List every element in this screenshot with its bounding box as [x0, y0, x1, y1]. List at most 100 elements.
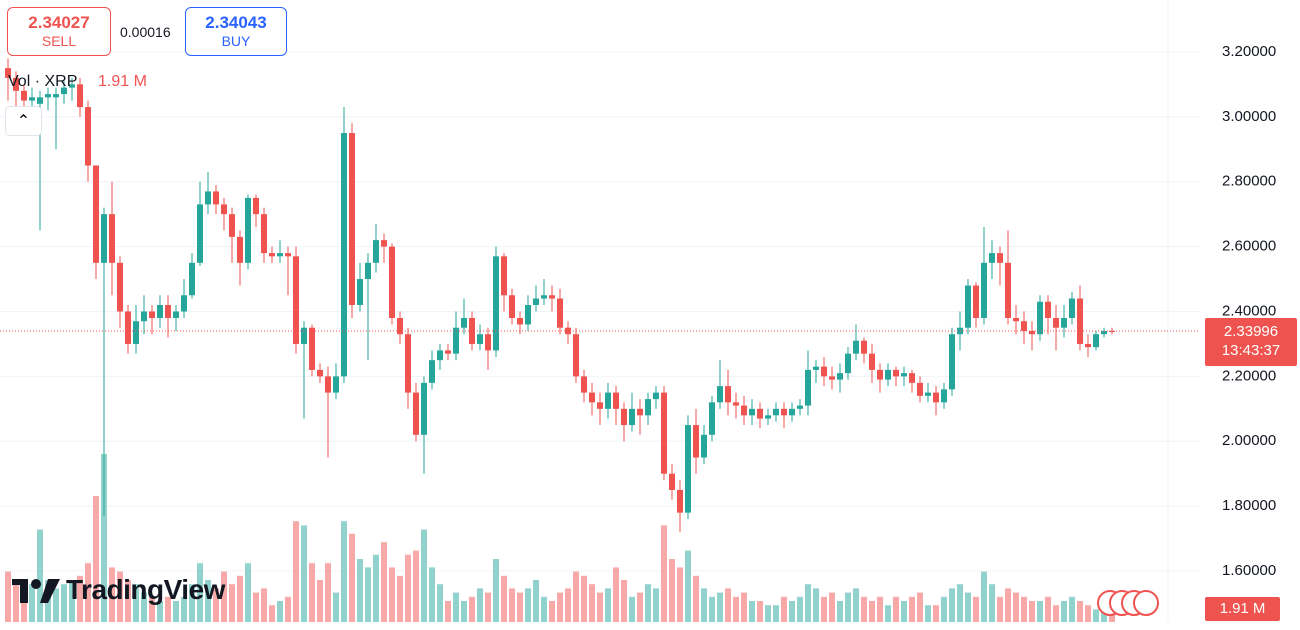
volume-bar — [725, 588, 731, 622]
candle-body — [925, 392, 931, 396]
volume-bar — [589, 584, 595, 622]
volume-bar — [269, 605, 275, 622]
volume-bar — [1045, 596, 1051, 622]
volume-bar — [981, 571, 987, 622]
volume-bar — [1077, 601, 1083, 622]
candle-body — [685, 425, 691, 513]
candle-body — [773, 408, 779, 416]
volume-bar — [317, 580, 323, 622]
volume-bar — [701, 588, 707, 622]
candle-body — [805, 369, 811, 406]
volume-bar — [61, 584, 67, 622]
sell-button[interactable]: 2.34027 SELL — [7, 7, 111, 56]
candle-body — [85, 107, 91, 166]
candle-body — [213, 191, 219, 205]
candle-body — [1005, 262, 1011, 318]
candle-body — [333, 376, 339, 393]
volume-bar — [669, 559, 675, 622]
candle-body — [261, 214, 267, 254]
candle-body — [173, 311, 179, 318]
volume-bar — [1085, 605, 1091, 622]
candle-body — [421, 382, 427, 435]
volume-bar — [989, 584, 995, 622]
candle-body — [1053, 317, 1059, 328]
candle-body — [269, 253, 275, 257]
candle-body — [917, 382, 923, 396]
candle-body — [501, 256, 507, 296]
candle-body — [869, 353, 875, 370]
volume-bar — [1109, 613, 1115, 622]
volume-bar — [405, 554, 411, 622]
volume-bar — [797, 596, 803, 622]
volume-bar — [1061, 601, 1067, 622]
candle-body — [997, 253, 1003, 263]
candle-body — [5, 68, 11, 78]
candle-body — [829, 376, 835, 380]
volume-bar — [381, 542, 387, 622]
candle-body — [885, 369, 891, 380]
y-tick-label: 2.20000 — [1222, 367, 1276, 384]
volume-bar — [461, 601, 467, 622]
candle-body — [181, 295, 187, 312]
candle-body — [1013, 317, 1019, 322]
volume-bar — [365, 567, 371, 622]
collapse-button[interactable]: ⌃ — [5, 106, 42, 136]
candle-body — [221, 204, 227, 215]
volume-bar — [301, 525, 307, 622]
volume-bar — [37, 529, 43, 622]
volume-bar — [1029, 601, 1035, 622]
candle-body — [1021, 321, 1027, 331]
candle-body — [629, 408, 635, 426]
volume-bar — [773, 605, 779, 622]
volume-bar — [597, 592, 603, 622]
volume-bar — [469, 596, 475, 622]
volume-bar — [245, 563, 251, 622]
candle-body — [381, 240, 387, 247]
y-tick-label: 1.80000 — [1222, 497, 1276, 514]
candle-body — [309, 327, 315, 370]
volume-bar — [549, 601, 555, 622]
volume-bar — [69, 580, 75, 622]
volume-bar — [1005, 588, 1011, 622]
volume-bar — [941, 596, 947, 622]
candle-body — [533, 298, 539, 305]
candle-body — [205, 191, 211, 205]
volume-bar — [13, 580, 19, 622]
sell-label: SELL — [41, 33, 77, 49]
volume-bar — [1093, 609, 1099, 622]
candle-body — [357, 279, 363, 305]
candle-body — [573, 334, 579, 377]
candle-body — [509, 295, 515, 318]
volume-bar — [453, 592, 459, 622]
candle-body — [933, 392, 939, 403]
volume-bar — [1013, 592, 1019, 622]
volume-bar — [341, 521, 347, 622]
candle-body — [973, 285, 979, 318]
candle-body — [461, 317, 467, 328]
buy-price: 2.34043 — [205, 13, 267, 32]
candle-body — [541, 295, 547, 299]
buy-button[interactable]: 2.34043 BUY — [185, 7, 287, 56]
volume-bar — [613, 567, 619, 622]
candle-body — [437, 350, 443, 361]
volume-bar — [573, 571, 579, 622]
candle-body — [117, 262, 123, 312]
volume-bar — [1069, 596, 1075, 622]
volume-bar — [957, 584, 963, 622]
y-tick-label: 1.60000 — [1222, 562, 1276, 579]
candle-body — [229, 214, 235, 237]
price-tag: 2.33996 13:43:37 — [1205, 318, 1297, 366]
candle-body — [557, 298, 563, 328]
candle-body — [13, 77, 19, 91]
candle-body — [765, 415, 771, 419]
candle-body — [669, 473, 675, 490]
volume-bar — [605, 588, 611, 622]
volume-bar — [85, 563, 91, 622]
candle-body — [389, 246, 395, 318]
candle-body — [1045, 301, 1051, 318]
volume-bar — [277, 601, 283, 622]
candle-body — [749, 408, 755, 416]
logo-text: TradingView — [66, 574, 225, 605]
candle-body — [365, 262, 371, 280]
